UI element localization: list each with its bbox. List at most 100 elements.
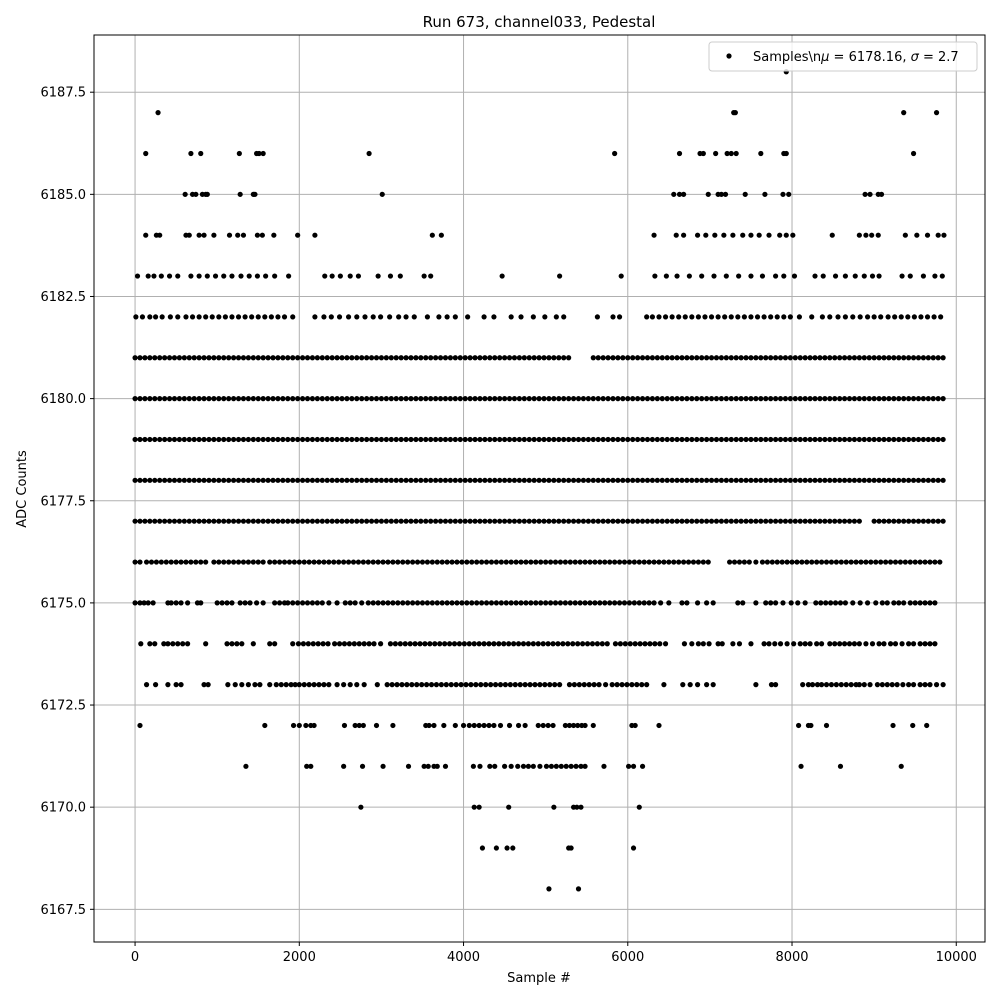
data-point [275,518,281,524]
data-point [791,641,797,647]
data-point [198,150,204,157]
data-point [850,314,856,320]
data-point [368,355,375,361]
data-point [222,314,228,320]
data-point [881,477,887,483]
data-point [178,559,184,565]
data-point [393,396,399,402]
data-point [468,682,474,688]
data-point [812,477,818,483]
data-point [462,477,468,483]
data-point [876,518,882,524]
data-point [262,314,268,320]
data-point [933,682,940,688]
data-point [157,396,163,402]
data-point [931,314,937,320]
data-point [832,477,838,483]
data-point [681,232,687,238]
data-point [901,355,907,361]
data-point [173,559,179,565]
data-point [798,763,804,769]
data-point [158,273,164,279]
data-point [229,273,235,279]
data-point [132,396,138,402]
data-point [851,396,858,402]
data-point [787,477,793,483]
data-point [644,396,651,402]
data-point [395,559,401,565]
data-point [924,314,931,320]
data-point [676,314,682,320]
data-point [891,396,897,402]
data-point [162,396,168,402]
data-point [927,600,933,606]
data-point [774,314,780,320]
data-point [329,477,335,483]
data-point [841,641,848,647]
data-point [612,641,619,647]
data-point [756,232,762,238]
data-point [404,682,410,688]
data-point [719,641,725,647]
data-point [575,518,582,524]
data-point [482,436,488,443]
data-point [339,436,345,443]
data-point [309,436,316,443]
data-point [631,600,637,606]
data-point [492,682,499,688]
data-point [545,722,551,729]
data-point [659,518,665,524]
data-point [321,314,327,320]
data-point [911,314,917,320]
data-point [612,600,618,606]
data-point [871,436,877,443]
data-point [901,436,907,443]
plot-frame [93,34,986,943]
data-point [797,436,803,443]
data-point [652,273,658,279]
data-point [296,682,302,688]
data-point [807,641,813,647]
data-point [482,355,488,361]
data-point [256,150,262,157]
data-point [635,436,641,443]
data-point [506,477,513,483]
data-point [582,722,588,729]
data-point [250,518,256,524]
data-point [731,559,738,565]
data-point [499,273,505,279]
data-point [334,518,340,524]
data-point [654,396,660,402]
data-point [842,600,848,606]
data-point [566,722,573,729]
data-point [610,396,616,402]
data-point [823,682,830,688]
data-point [577,559,583,565]
data-point [557,559,564,565]
data-point [758,150,764,157]
data-point [848,559,854,565]
data-point [429,232,435,238]
data-point [835,314,841,320]
data-point [595,477,601,483]
data-point [303,722,309,729]
data-point [137,477,143,483]
data-point [605,436,611,443]
data-point [204,273,210,279]
data-point [659,396,665,402]
data-point [280,396,286,402]
data-point [918,314,924,320]
data-point [863,559,869,565]
data-point [570,518,577,524]
data-point [142,355,148,361]
data-point [426,722,432,729]
data-point [498,600,504,606]
data-point [152,518,158,524]
data-point [881,396,887,402]
data-point [359,518,365,524]
data-point [768,436,774,443]
data-point [927,559,933,565]
data-point [467,355,473,361]
data-point [743,355,749,361]
data-point [413,436,419,443]
